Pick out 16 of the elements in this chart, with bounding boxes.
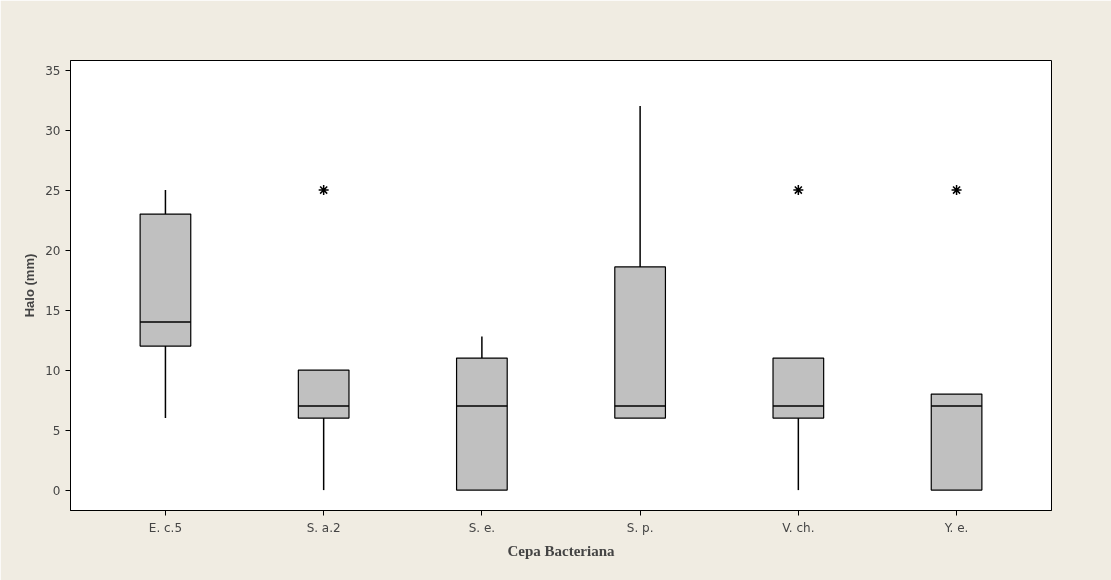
x-tick-label: E. c.5	[148, 520, 183, 535]
x-tick-label: S. a.2	[306, 520, 341, 535]
x-axis-title: Cepa Bacteriana	[507, 542, 616, 559]
x-tick-label: S. p.	[626, 520, 654, 535]
y-tick-label: 10	[45, 363, 61, 378]
y-tick-label: 15	[45, 303, 61, 318]
y-axis-title: Halo (mm)	[22, 253, 38, 318]
y-tick-label: 35	[45, 63, 61, 78]
x-tick-label: Y. e.	[943, 520, 969, 535]
y-tick-label: 0	[52, 483, 61, 498]
y-tick-label: 5	[52, 423, 61, 438]
y-tick-label: 25	[45, 183, 61, 198]
y-tick-label: 20	[45, 243, 61, 258]
y-tick-label: 30	[45, 123, 61, 138]
x-tick-label: S. e.	[468, 520, 496, 535]
x-tick-label: V. ch.	[782, 520, 815, 535]
